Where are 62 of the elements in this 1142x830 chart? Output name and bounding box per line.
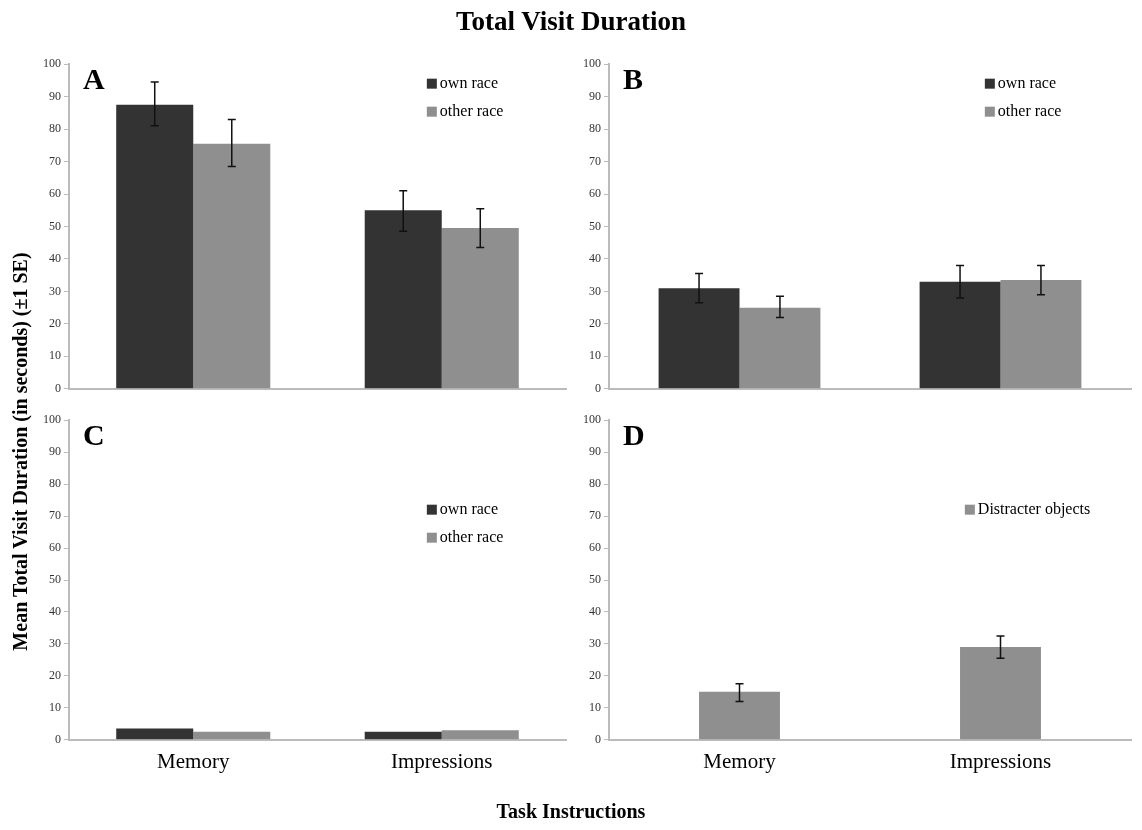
y-tick-label: 40 bbox=[49, 251, 61, 266]
legend-label: other race bbox=[439, 101, 504, 119]
y-tick-label: 20 bbox=[49, 316, 61, 331]
y-tick-label: 10 bbox=[49, 348, 61, 363]
y-tick-label: 70 bbox=[49, 153, 61, 168]
annotation: A bbox=[83, 61, 105, 95]
y-tick-label: 50 bbox=[589, 572, 601, 587]
y-tick-label: 10 bbox=[589, 700, 601, 714]
legend-label: other race bbox=[997, 101, 1062, 119]
y-tick-label: 60 bbox=[589, 540, 601, 555]
y-tick-label: 40 bbox=[589, 604, 601, 619]
y-tick-label: 30 bbox=[589, 636, 601, 651]
x-tick-label: Memory bbox=[703, 748, 777, 773]
y-tick-label: 30 bbox=[49, 283, 61, 298]
y-tick-label: 70 bbox=[589, 508, 601, 523]
legend-label: Distracter objects bbox=[977, 499, 1091, 518]
y-tick-label: 10 bbox=[49, 700, 61, 714]
annotation: B bbox=[623, 61, 644, 95]
y-tick-label: 90 bbox=[589, 88, 601, 103]
y-tick-label: 30 bbox=[49, 636, 61, 651]
y-tick-label: 60 bbox=[49, 186, 61, 201]
legend-label: own race bbox=[439, 73, 499, 91]
y-tick-label: 10 bbox=[589, 348, 601, 363]
y-tick-label: 90 bbox=[49, 444, 61, 459]
y-tick-label: 50 bbox=[49, 218, 61, 233]
y-tick-label: 80 bbox=[589, 476, 601, 491]
y-tick-label: 0 bbox=[55, 380, 61, 395]
y-tick-label: 100 bbox=[583, 412, 601, 427]
y-tick-label: 90 bbox=[49, 88, 61, 103]
y-tick-label: 40 bbox=[49, 604, 61, 619]
y-tick-label: 30 bbox=[589, 283, 601, 298]
y-tick-label: 60 bbox=[49, 540, 61, 555]
legend-label: own race bbox=[439, 499, 499, 517]
y-tick-label: 100 bbox=[43, 56, 61, 71]
y-tick-label: 70 bbox=[589, 153, 601, 168]
x-axis-title: Task Instructions bbox=[495, 800, 647, 823]
chart-title: Total Visit Duration bbox=[454, 6, 687, 37]
y-tick-label: 80 bbox=[49, 476, 61, 491]
y-tick-label: 70 bbox=[49, 508, 61, 523]
y-tick-label: 100 bbox=[583, 56, 601, 71]
y-tick-label: 20 bbox=[589, 668, 601, 683]
x-tick-label: Impressions bbox=[949, 748, 1052, 773]
y-tick-label: 60 bbox=[589, 186, 601, 201]
x-tick-label: Memory bbox=[157, 748, 230, 773]
x-tick-label: Impressions bbox=[391, 748, 493, 773]
y-tick-label: 90 bbox=[589, 444, 601, 459]
y-tick-label: 0 bbox=[595, 731, 601, 746]
y-tick-label: 20 bbox=[589, 316, 601, 331]
y-axis-title: Mean Total Visit Duration (in seconds) (±1 SE) bbox=[8, 251, 32, 653]
y-tick-label: 50 bbox=[49, 572, 61, 587]
annotation: C bbox=[83, 417, 105, 451]
y-tick-label: 80 bbox=[49, 121, 61, 136]
y-tick-label: 20 bbox=[49, 668, 61, 683]
annotation: D bbox=[623, 417, 645, 451]
legend-label: own race bbox=[997, 73, 1057, 91]
y-tick-label: 40 bbox=[589, 251, 601, 266]
y-tick-label: 50 bbox=[589, 218, 601, 233]
y-tick-label: 100 bbox=[43, 412, 61, 427]
y-tick-label: 0 bbox=[55, 731, 61, 746]
y-tick-label: 0 bbox=[595, 380, 601, 395]
y-tick-label: 80 bbox=[589, 121, 601, 136]
legend-label: other race bbox=[439, 527, 504, 545]
